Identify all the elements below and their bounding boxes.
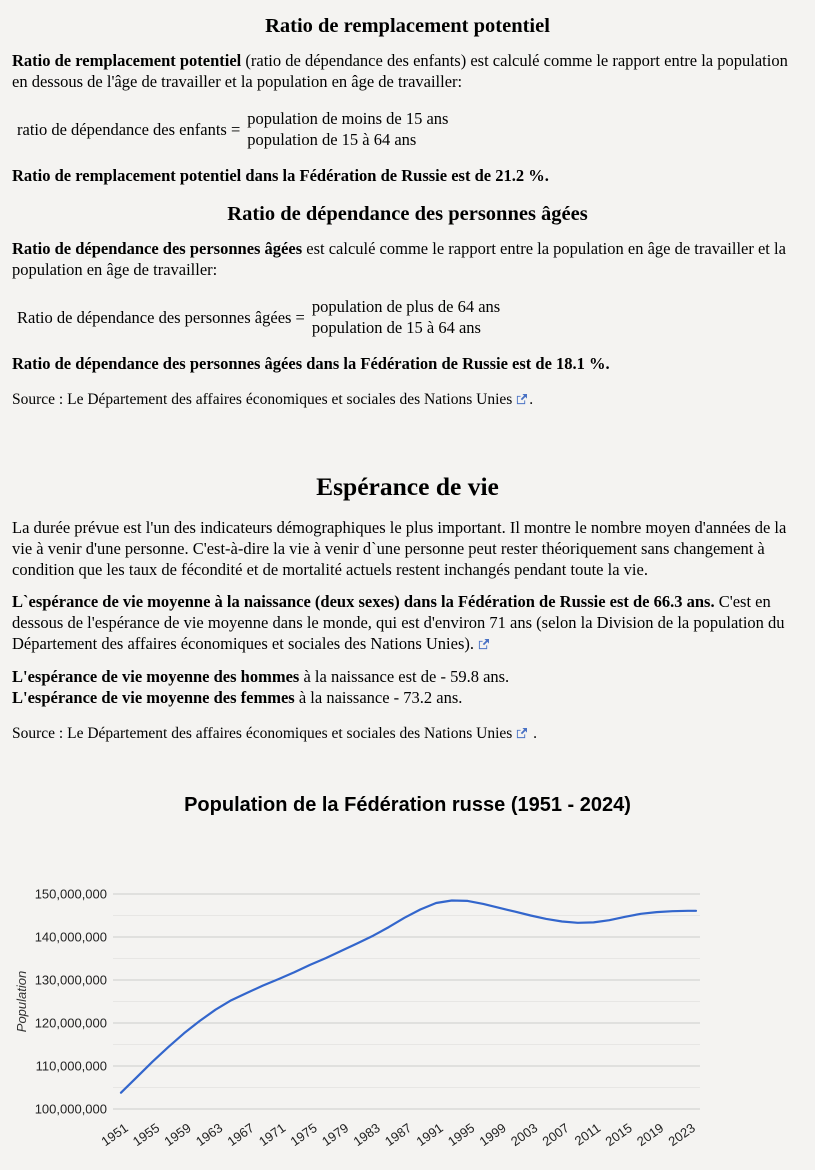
women-life-expectancy-value: à la naissance - 73.2 ans. bbox=[294, 688, 463, 707]
life-expectancy-average-lead: L`espérance de vie moyenne à la naissanc… bbox=[12, 592, 715, 611]
x-axis-tick-label: 1999 bbox=[477, 1120, 509, 1149]
x-axis-tick-label: 2019 bbox=[634, 1120, 666, 1149]
formula-denominator: population de 15 à 64 ans bbox=[247, 130, 417, 149]
x-axis-tick-label: 2007 bbox=[540, 1120, 572, 1149]
x-axis-tick-label: 1995 bbox=[445, 1120, 477, 1149]
y-axis-tick-label: 150,000,000 bbox=[35, 887, 107, 902]
source-text: Source : Le Département des affaires éco… bbox=[12, 391, 513, 408]
external-link-icon[interactable] bbox=[478, 634, 489, 655]
child-dependency-formula: ratio de dépendance des enfants = popula… bbox=[12, 108, 803, 150]
life-expectancy-average: L`espérance de vie moyenne à la naissanc… bbox=[12, 591, 803, 655]
x-axis-tick-label: 1963 bbox=[193, 1120, 225, 1149]
formula-numerator: population de moins de 15 ans bbox=[247, 109, 449, 128]
x-axis-tick-label: 1959 bbox=[161, 1120, 193, 1149]
replacement-paragraph-lead: Ratio de remplacement potentiel bbox=[12, 51, 242, 70]
x-axis-tick-label: 1975 bbox=[287, 1120, 319, 1149]
x-axis-tick-label: 2003 bbox=[508, 1120, 540, 1149]
chart-title: Population de la Fédération russe (1951 … bbox=[184, 794, 631, 816]
y-axis-tick-label: 110,000,000 bbox=[36, 1059, 107, 1074]
heading-replacement-ratio: Ratio de remplacement potentiel bbox=[265, 15, 550, 37]
source-suffix: . bbox=[529, 391, 534, 408]
y-axis-tick-label: 140,000,000 bbox=[35, 930, 107, 945]
elderly-paragraph-lead: Ratio de dépendance des personnes âgées bbox=[12, 239, 303, 258]
x-axis-tick-label: 1987 bbox=[382, 1120, 414, 1149]
elderly-paragraph: Ratio de dépendance des personnes âgées … bbox=[12, 238, 803, 280]
elderly-paragraph-rest: est calculé comme le rapport entre la po… bbox=[12, 239, 786, 279]
women-life-expectancy-lead: L'espérance de vie moyenne des femmes bbox=[12, 688, 295, 707]
heading-life-expectancy: Espérance de vie bbox=[316, 472, 499, 501]
replacement-paragraph-rest: (ratio de dépendance des enfants) est ca… bbox=[12, 51, 788, 91]
population-series-line bbox=[119, 899, 698, 1094]
external-link-icon[interactable] bbox=[516, 724, 528, 745]
formula-fraction: population de moins de 15 ans population… bbox=[247, 108, 448, 150]
external-link-icon[interactable] bbox=[516, 390, 528, 411]
elderly-ratio-result: Ratio de dépendance des personnes âgées … bbox=[12, 354, 610, 373]
x-axis-tick-label: 1971 bbox=[256, 1120, 288, 1149]
elderly-dependency-formula: Ratio de dépendance des personnes âgées … bbox=[12, 296, 803, 338]
replacement-paragraph: Ratio de remplacement potentiel (ratio d… bbox=[12, 50, 803, 92]
formula-fraction: population de plus de 64 ans population … bbox=[312, 296, 500, 338]
formula-label: ratio de dépendance des enfants = bbox=[17, 119, 241, 139]
x-axis-tick-label: 1983 bbox=[350, 1120, 382, 1149]
life-expectancy-average-rest: C'est en dessous de l'espérance de vie m… bbox=[12, 592, 785, 653]
x-axis-tick-label: 1991 bbox=[413, 1120, 445, 1149]
source-text: Source : Le Département des affaires éco… bbox=[12, 725, 513, 742]
x-axis-tick-label: 2011 bbox=[572, 1120, 604, 1148]
y-axis-tick-label: 100,000,000 bbox=[35, 1102, 107, 1117]
population-chart: Population de la Fédération russe (1951 … bbox=[12, 795, 803, 1170]
x-axis-tick-label: 1955 bbox=[130, 1120, 162, 1149]
x-axis-tick-label: 1967 bbox=[224, 1120, 256, 1149]
population-line-chart: 100,000,000 110,000,000 120,000,000 130,000… bbox=[14, 887, 700, 1149]
x-axis-tick-label: 1951 bbox=[98, 1120, 130, 1149]
formula-denominator: population de 15 à 64 ans bbox=[311, 318, 481, 337]
x-axis-tick-label: 2023 bbox=[666, 1120, 698, 1149]
women-life-expectancy: L'espérance de vie moyenne des femmes à … bbox=[12, 687, 803, 708]
y-axis-title: Population bbox=[14, 971, 29, 1032]
men-life-expectancy-lead: L'espérance de vie moyenne des hommes bbox=[12, 667, 300, 686]
source-line-life-expectancy: Source : Le Département des affaires éco… bbox=[12, 723, 803, 745]
men-life-expectancy-value: à la naissance est de - 59.8 ans. bbox=[299, 667, 510, 686]
source-suffix: . bbox=[529, 725, 538, 742]
life-expectancy-intro: La durée prévue est l'un des indicateurs… bbox=[12, 518, 787, 579]
life-expectancy-by-sex: L'espérance de vie moyenne des hommes à … bbox=[12, 666, 803, 708]
formula-numerator: population de plus de 64 ans bbox=[311, 297, 501, 316]
formula-label: Ratio de dépendance des personnes âgées … bbox=[17, 307, 305, 327]
x-axis-tick-label: 1979 bbox=[319, 1120, 351, 1149]
source-line-demography: Source : Le Département des affaires éco… bbox=[12, 389, 803, 411]
men-life-expectancy: L'espérance de vie moyenne des hommes à … bbox=[12, 666, 803, 687]
replacement-ratio-result: Ratio de remplacement potentiel dans la … bbox=[12, 166, 549, 185]
y-axis-tick-label: 120,000,000 bbox=[35, 1016, 107, 1031]
y-axis-tick-label: 130,000,000 bbox=[35, 973, 107, 988]
x-axis-tick-label: 2015 bbox=[603, 1120, 635, 1149]
heading-elderly-ratio: Ratio de dépendance des personnes âgées bbox=[227, 203, 588, 225]
